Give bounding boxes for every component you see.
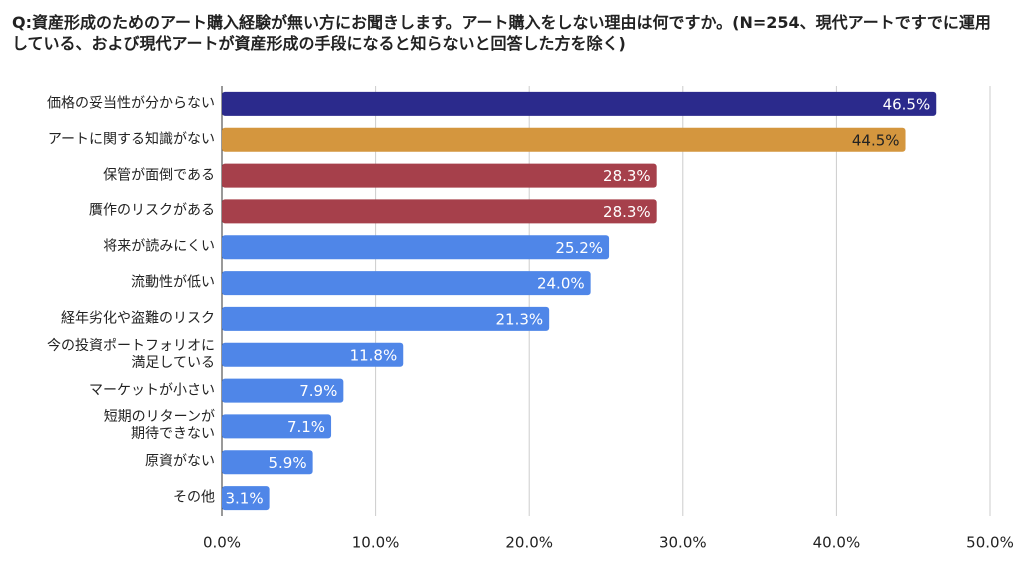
x-tick-label: 10.0% [352,534,400,552]
chart-title: Q:資産形成のためのアート購入経験が無い方にお聞きします。アート購入をしない理由… [12,13,991,53]
value-label: 3.1% [226,490,264,508]
y-tick-label: 保管が面倒である [103,167,215,184]
x-tick-label: 50.0% [966,534,1014,552]
x-tick-label: 20.0% [505,534,553,552]
x-tick-label: 40.0% [813,534,861,552]
y-tick-label: 将来が読みにくい [103,238,215,255]
bar [222,199,657,224]
y-tick-label: 短期のリターンが 期待できない [103,409,215,443]
bar [222,486,270,511]
y-tick-label: 流動性が低い [131,274,215,291]
value-label: 7.9% [299,382,337,400]
value-label: 44.5% [852,131,900,149]
bar [222,414,332,439]
value-label: 5.9% [269,454,307,472]
value-label: 25.2% [555,239,603,257]
x-tick-label: 0.0% [203,534,241,552]
y-tick-label: 経年劣化や盗難のリスク [61,310,215,327]
value-label: 28.3% [603,167,651,185]
value-label: 21.3% [496,310,544,328]
value-label: 11.8% [350,346,398,364]
bar [222,306,550,331]
bar [222,271,591,296]
value-label: 24.0% [537,275,585,293]
bar [222,91,937,116]
bar [222,235,610,260]
y-tick-label: 贋作のリスクがある [89,202,215,219]
bar [222,163,657,188]
y-tick-label: アートに関する知識がない [47,131,215,148]
value-label: 46.5% [883,95,931,113]
y-tick-label: 価格の妥当性が分からない [47,95,215,112]
y-tick-label: 今の投資ポートフォリオに 満足している [47,337,215,371]
x-tick-label: 30.0% [659,534,707,552]
bar [222,378,344,403]
y-tick-label: マーケットが小さい [89,382,215,399]
value-label: 7.1% [287,418,325,436]
bar [222,450,313,475]
bar [222,342,404,367]
y-tick-label: 原資がない [145,453,215,470]
value-label: 28.3% [603,203,651,221]
y-tick-label: その他 [173,489,215,506]
bar [222,127,906,152]
